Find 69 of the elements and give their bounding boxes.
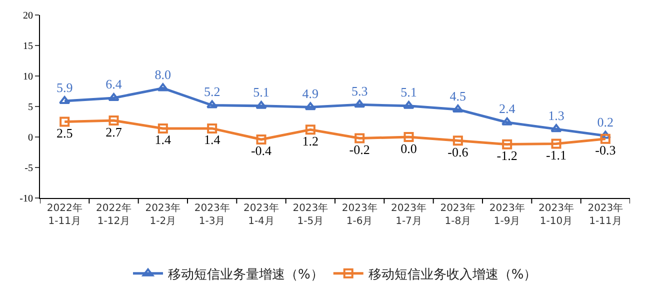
data-label: 5.1 bbox=[400, 84, 417, 100]
y-tick-label: 20 bbox=[23, 10, 33, 22]
point bbox=[158, 123, 168, 134]
data-label: 2.7 bbox=[106, 124, 122, 140]
data-label: 1.2 bbox=[302, 133, 319, 148]
data-label: -1.1 bbox=[546, 147, 567, 162]
point bbox=[58, 96, 70, 104]
y-tick-label: 15 bbox=[23, 41, 33, 52]
point bbox=[550, 124, 562, 132]
data-label: 5.3 bbox=[351, 83, 368, 98]
x-tick-label: 2022年 1-11月 bbox=[46, 202, 82, 227]
y-tick-label: -5 bbox=[24, 163, 33, 174]
data-label: 2.4 bbox=[498, 101, 516, 116]
data-label: 1.4 bbox=[204, 132, 221, 148]
point bbox=[304, 102, 316, 110]
point bbox=[108, 116, 119, 126]
data-label: -0.4 bbox=[250, 143, 272, 158]
x-tick-label: 2023年 1-3月 bbox=[194, 202, 230, 227]
x-tick-label: 2023年 1-6月 bbox=[342, 202, 378, 227]
y-tick-label: 10 bbox=[23, 72, 33, 82]
data-label: 1.3 bbox=[548, 108, 564, 123]
point bbox=[108, 92, 120, 101]
data-label: -0.2 bbox=[349, 142, 370, 157]
point bbox=[600, 134, 610, 144]
data-label: 4.9 bbox=[302, 86, 319, 101]
data-label: 4.5 bbox=[450, 88, 466, 104]
point bbox=[551, 138, 562, 149]
point bbox=[404, 132, 414, 142]
x-tick-label: 2023年 1-2月 bbox=[145, 202, 181, 227]
point bbox=[207, 123, 218, 134]
point bbox=[452, 104, 464, 113]
data-label: 5.1 bbox=[253, 84, 270, 100]
y-tick-label: 5 bbox=[28, 102, 33, 113]
data-label: 5.2 bbox=[204, 84, 220, 100]
x-tick-label: 2023年 1-5月 bbox=[292, 202, 328, 227]
point bbox=[157, 83, 169, 92]
point bbox=[501, 117, 513, 126]
data-label: 1.4 bbox=[154, 132, 172, 148]
data-label: -1.2 bbox=[496, 148, 518, 164]
point bbox=[354, 133, 365, 144]
data-label: 0.2 bbox=[597, 114, 614, 130]
x-tick-label: 2023年 1-8月 bbox=[440, 202, 476, 227]
x-tick-label: 2023年 1-11月 bbox=[588, 202, 624, 227]
data-label: -0.6 bbox=[448, 144, 469, 160]
point bbox=[502, 139, 512, 150]
y-tick-label: 0 bbox=[28, 132, 33, 144]
x-tick-label: 2022年 1-12月 bbox=[96, 202, 132, 227]
point bbox=[452, 136, 463, 146]
x-tick-label: 2023年 1-7月 bbox=[391, 202, 426, 227]
y-tick-label: -10 bbox=[20, 194, 33, 204]
legend-label: 移动短信业务收入增速（%） bbox=[368, 267, 537, 282]
x-tick-label: 2023年 1-4月 bbox=[244, 202, 279, 227]
data-label: 5.9 bbox=[56, 80, 73, 95]
point bbox=[60, 116, 70, 127]
point bbox=[403, 100, 414, 109]
data-label: 6.4 bbox=[106, 76, 122, 92]
point bbox=[354, 100, 366, 108]
data-label: 8.0 bbox=[154, 66, 172, 82]
x-tick-label: 2023年 1-9月 bbox=[489, 202, 525, 227]
x-tick-label: 2023年 1-10月 bbox=[538, 202, 574, 227]
point bbox=[600, 130, 612, 139]
point bbox=[256, 100, 267, 109]
point bbox=[305, 124, 316, 135]
legend-label: 移动短信业务量增速（%） bbox=[168, 267, 324, 282]
point bbox=[206, 100, 218, 108]
point bbox=[256, 134, 266, 144]
data-label: 2.5 bbox=[56, 126, 73, 140]
data-label: 0.0 bbox=[400, 140, 417, 156]
data-label: -0.3 bbox=[595, 142, 616, 158]
